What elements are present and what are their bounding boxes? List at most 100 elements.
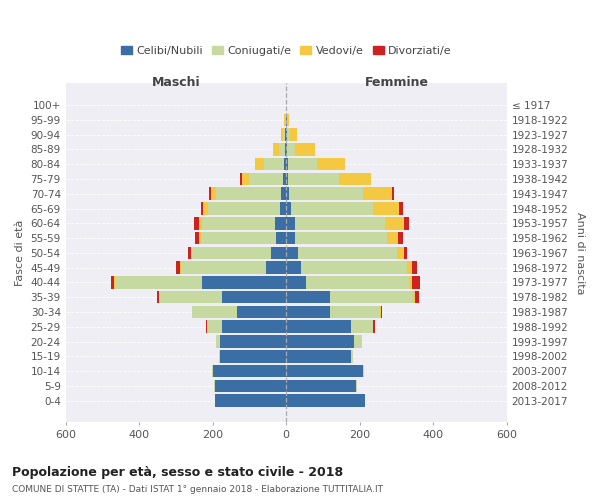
Bar (387, 232, 398, 244)
Bar (200, 202, 203, 215)
Bar (380, 306, 382, 318)
Bar (286, 158, 287, 170)
Bar (188, 246, 191, 259)
Bar (176, 262, 181, 274)
Bar (194, 217, 199, 230)
Bar (298, 246, 397, 259)
Bar (286, 350, 350, 362)
Bar (286, 262, 301, 274)
Bar (407, 262, 412, 274)
Bar (373, 202, 399, 215)
Bar (286, 217, 295, 230)
Bar (214, 380, 215, 392)
Bar (157, 291, 158, 304)
Bar (286, 276, 307, 288)
Bar (202, 276, 286, 288)
Bar (281, 188, 286, 200)
Bar (218, 350, 220, 362)
Bar (283, 172, 286, 185)
Bar (385, 217, 404, 230)
Bar (285, 114, 286, 126)
Bar (158, 291, 160, 304)
Bar (195, 232, 199, 244)
Bar (215, 380, 286, 392)
Bar (208, 202, 280, 215)
Bar (193, 246, 271, 259)
Bar (215, 394, 286, 407)
Bar (287, 128, 290, 141)
Y-axis label: Fasce di età: Fasce di età (15, 220, 25, 286)
Bar (287, 143, 295, 156)
Bar (264, 158, 284, 170)
Bar (181, 262, 266, 274)
Bar (307, 276, 409, 288)
Bar (415, 291, 419, 304)
Bar (217, 336, 220, 348)
Text: Maschi: Maschi (152, 76, 200, 89)
Bar (272, 143, 279, 156)
Bar (217, 188, 281, 200)
Bar (192, 306, 193, 318)
Bar (290, 128, 297, 141)
Bar (222, 320, 286, 333)
Bar (350, 320, 373, 333)
Bar (286, 232, 295, 244)
Text: Femmine: Femmine (364, 76, 428, 89)
Bar (286, 291, 331, 304)
Text: COMUNE DI STATTE (TA) - Dati ISTAT 1° gennaio 2018 - Elaborazione TUTTITALIA.IT: COMUNE DI STATTE (TA) - Dati ISTAT 1° ge… (12, 485, 383, 494)
Bar (200, 232, 276, 244)
Bar (276, 232, 286, 244)
Bar (207, 320, 222, 333)
Bar (287, 158, 317, 170)
Bar (115, 276, 202, 288)
Bar (209, 188, 211, 200)
Bar (286, 246, 298, 259)
Bar (295, 143, 315, 156)
Bar (206, 320, 207, 333)
Bar (203, 202, 208, 215)
Bar (354, 336, 362, 348)
Bar (413, 291, 415, 304)
Bar (301, 262, 407, 274)
Bar (392, 188, 394, 200)
Bar (220, 336, 286, 348)
Bar (220, 350, 286, 362)
Bar (281, 128, 283, 141)
Bar (373, 320, 375, 333)
Bar (317, 158, 344, 170)
Bar (286, 128, 287, 141)
Bar (266, 262, 286, 274)
Bar (222, 291, 286, 304)
Bar (279, 143, 285, 156)
Bar (193, 306, 236, 318)
Bar (287, 114, 289, 126)
Bar (286, 202, 290, 215)
Bar (350, 350, 353, 362)
Bar (289, 188, 362, 200)
Bar (286, 188, 289, 200)
Bar (160, 291, 222, 304)
Bar (286, 172, 288, 185)
Bar (295, 232, 387, 244)
Bar (199, 232, 200, 244)
Bar (191, 246, 193, 259)
Bar (286, 394, 365, 407)
Bar (199, 217, 202, 230)
Y-axis label: Anni di nascita: Anni di nascita (575, 212, 585, 294)
Bar (286, 336, 354, 348)
Bar (211, 188, 217, 200)
Bar (212, 365, 286, 378)
Bar (255, 158, 264, 170)
Bar (202, 217, 275, 230)
Text: Popolazione per età, sesso e stato civile - 2018: Popolazione per età, sesso e stato civil… (12, 466, 343, 479)
Bar (286, 143, 287, 156)
Bar (284, 114, 285, 126)
Bar (114, 276, 115, 288)
Bar (404, 217, 409, 230)
Bar (110, 276, 114, 288)
Bar (284, 158, 286, 170)
Bar (412, 262, 418, 274)
Bar (240, 172, 242, 185)
Bar (331, 306, 380, 318)
Bar (295, 217, 385, 230)
